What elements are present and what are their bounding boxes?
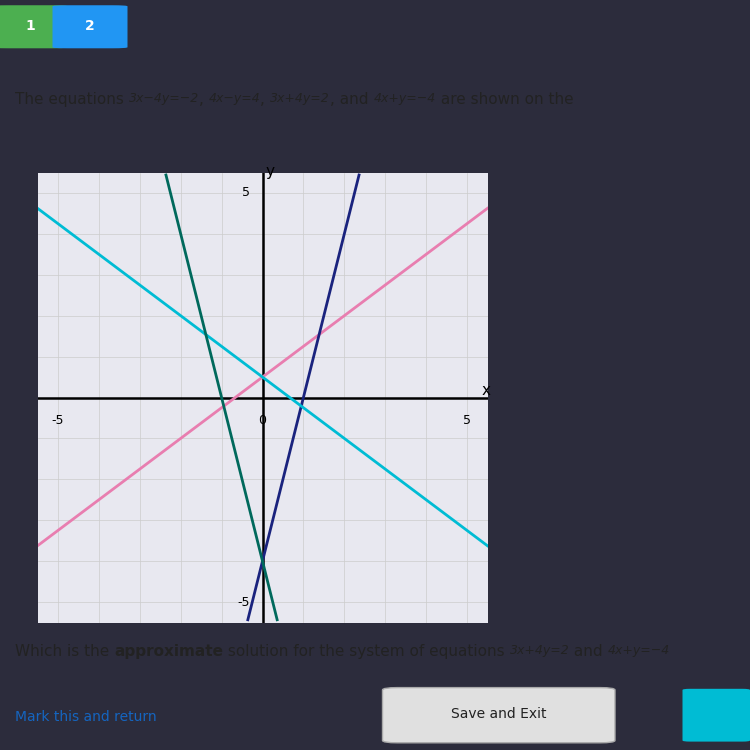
Text: 5: 5 <box>242 187 250 200</box>
Text: Save and Exit: Save and Exit <box>451 707 547 721</box>
Text: , and: , and <box>330 92 374 107</box>
FancyBboxPatch shape <box>0 5 68 48</box>
Text: x: x <box>482 382 490 398</box>
Text: 0: 0 <box>259 414 266 427</box>
Text: 5: 5 <box>463 414 471 427</box>
Text: ,: , <box>260 92 270 107</box>
FancyBboxPatch shape <box>682 688 750 742</box>
Text: The equations: The equations <box>15 92 129 107</box>
Text: -5: -5 <box>238 596 250 608</box>
Text: Which is the: Which is the <box>15 644 114 659</box>
Text: and: and <box>569 644 608 659</box>
Text: 1: 1 <box>26 20 34 33</box>
FancyBboxPatch shape <box>53 5 128 48</box>
Text: Mark this and return: Mark this and return <box>15 710 157 724</box>
Text: y: y <box>266 164 274 178</box>
Text: 3x−4y=−2: 3x−4y=−2 <box>129 92 199 106</box>
Text: ,: , <box>199 92 208 107</box>
Text: 3x+4y=2: 3x+4y=2 <box>270 92 330 106</box>
Text: 4x−y=4: 4x−y=4 <box>209 92 260 106</box>
Text: solution for the system of equations: solution for the system of equations <box>224 644 510 659</box>
Text: are shown on the: are shown on the <box>436 92 573 107</box>
Text: 3x+4y=2: 3x+4y=2 <box>510 644 569 658</box>
Text: 4x+y=−4: 4x+y=−4 <box>608 644 670 658</box>
Text: approximate: approximate <box>114 644 224 659</box>
FancyBboxPatch shape <box>382 688 615 742</box>
Text: 2: 2 <box>85 20 94 33</box>
Text: 4x+y=−4: 4x+y=−4 <box>374 92 436 106</box>
Text: -5: -5 <box>52 414 64 427</box>
